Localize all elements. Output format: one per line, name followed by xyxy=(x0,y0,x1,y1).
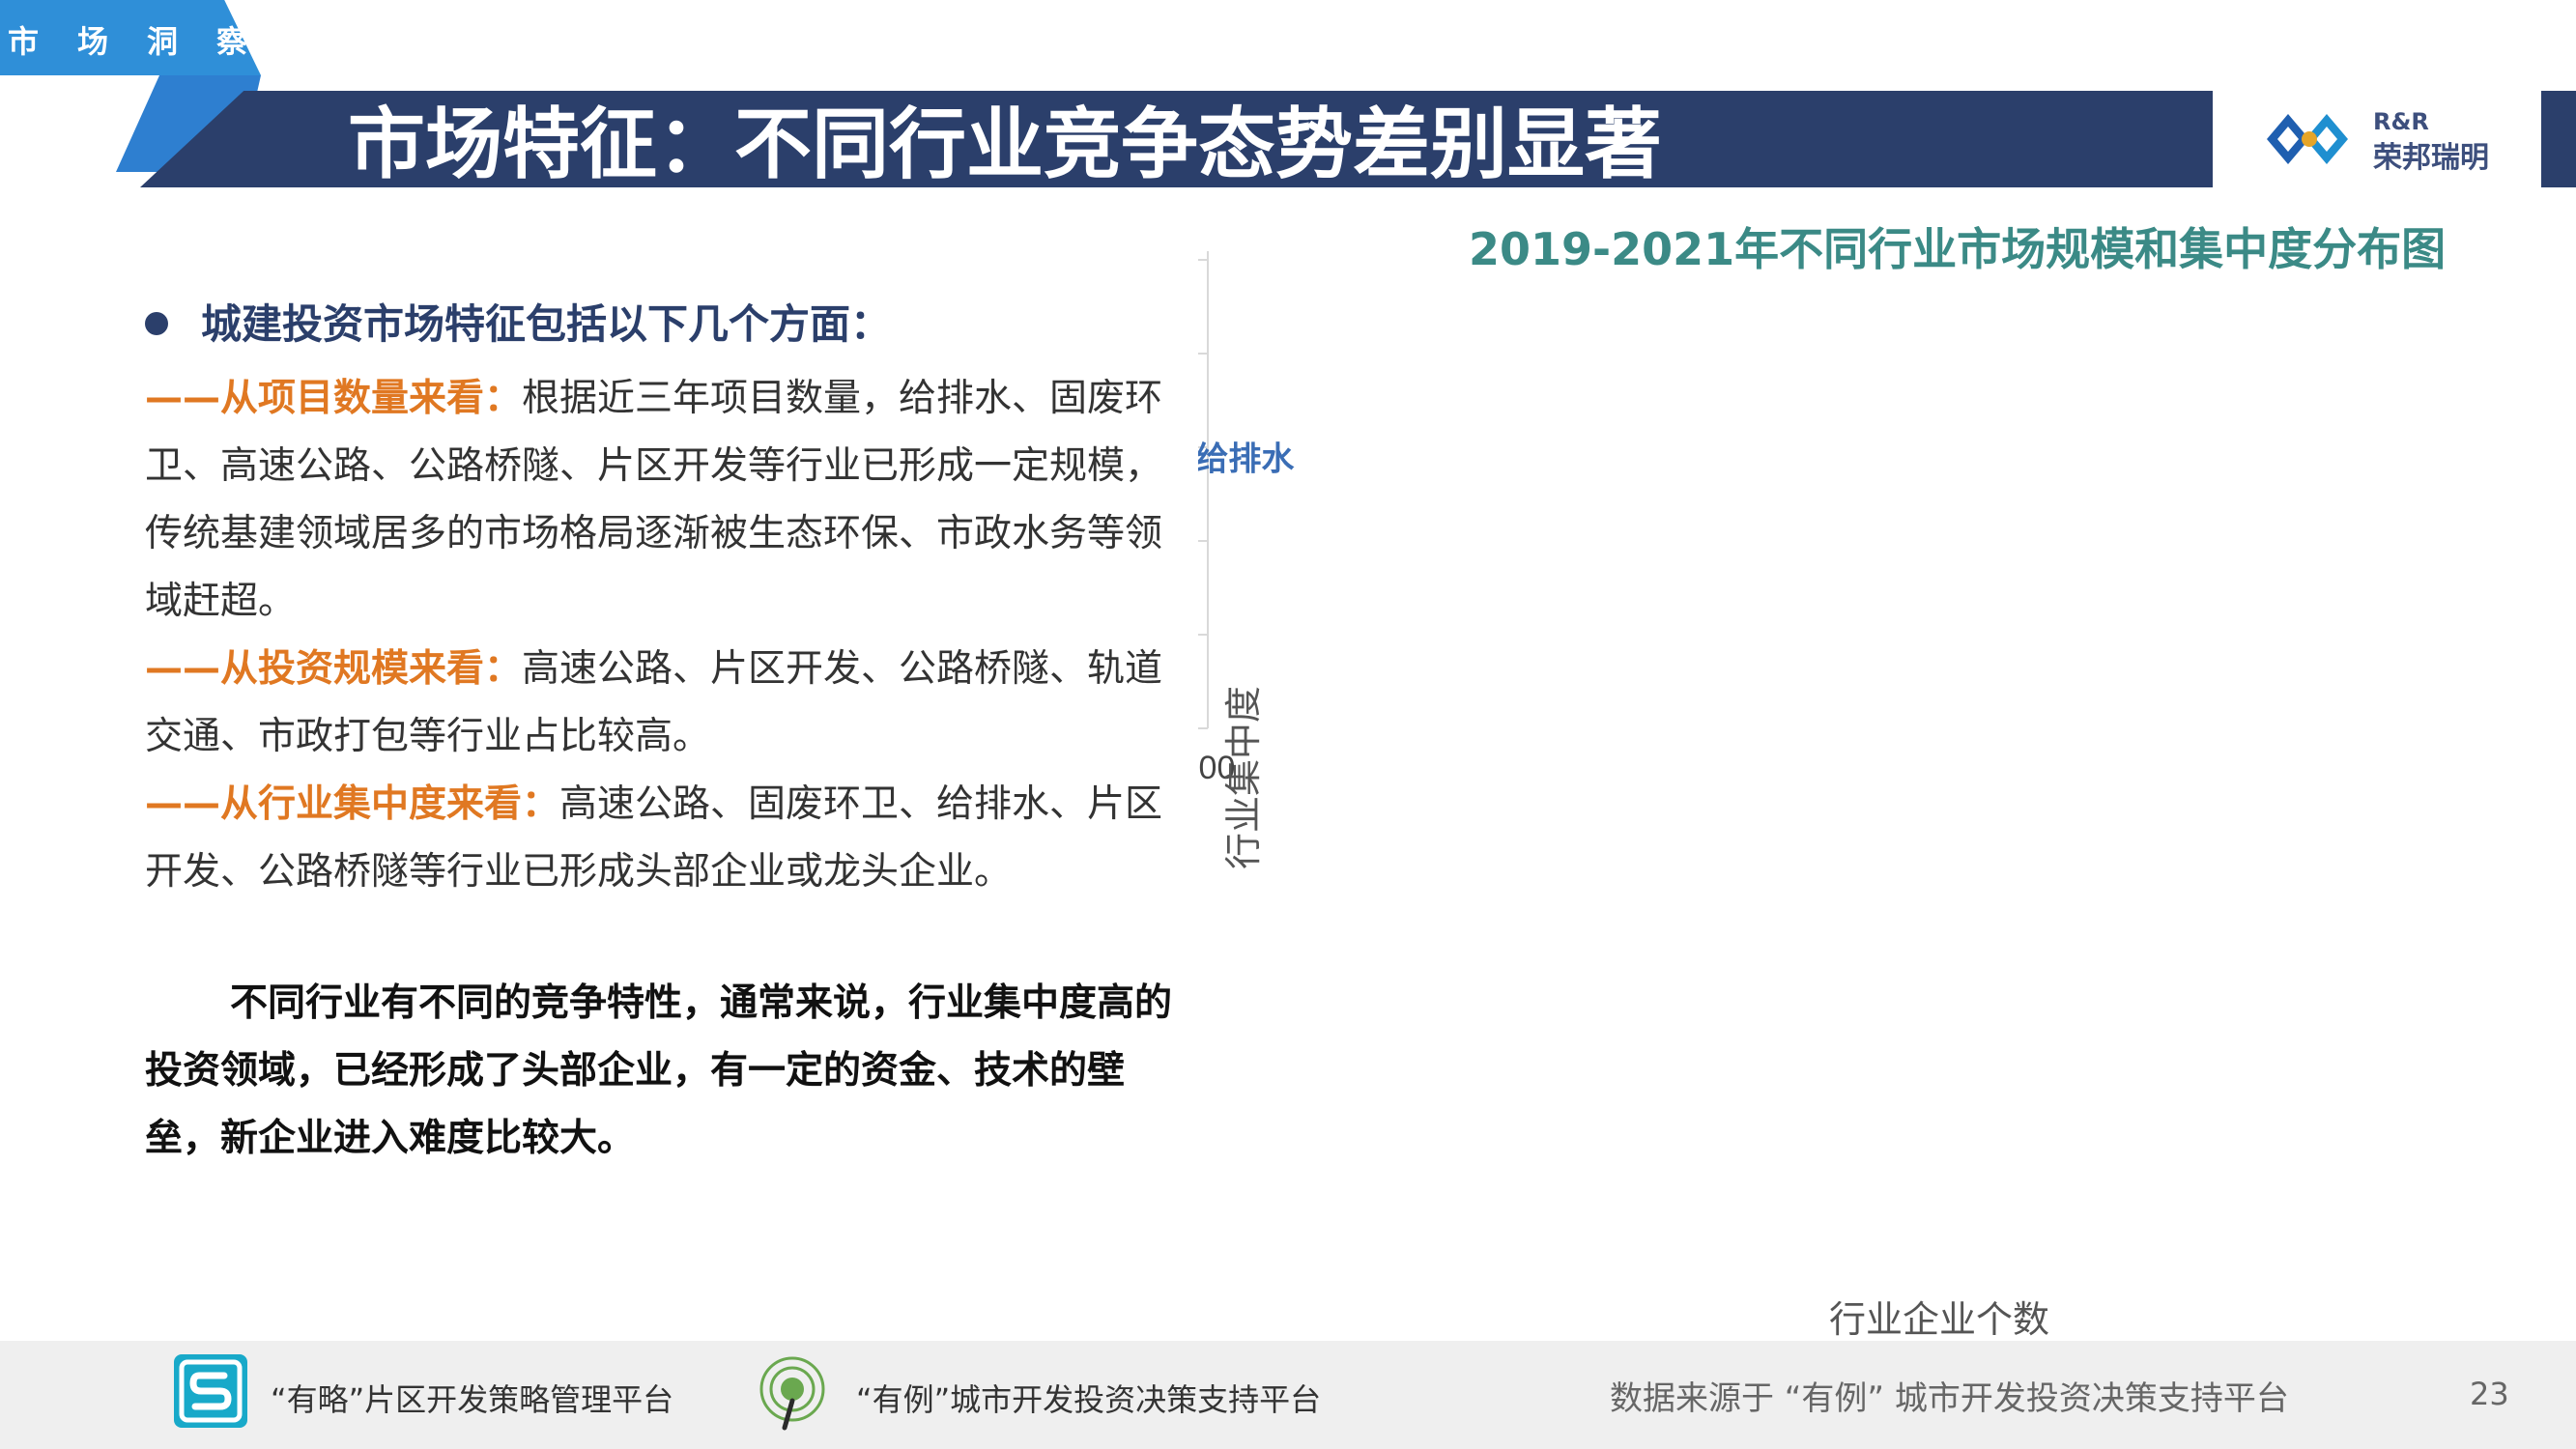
data-source-note: 数据来源于 “有例” 城市开发投资决策支持平台 xyxy=(1610,1379,2289,1418)
title-bar xyxy=(140,91,2213,187)
feature-paragraph: ——从行业集中度来看：高速公路、固废环卫、给排水、片区开发、公路桥隧等行业已形成… xyxy=(145,771,1188,906)
feature-text: 高速公路、片区开发、公路桥隧、轨道交通、市政打包等行业占比较高。 xyxy=(145,647,1163,758)
point-label: 给排水 xyxy=(1198,440,1295,479)
chart-title: 2019-2021年不同行业市场规模和集中度分布图 xyxy=(1469,223,2447,275)
feature-paragraph: ——从项目数量来看：根据近三年项目数量，给排水、固废环卫、高速公路、公路桥隧、片… xyxy=(145,365,1188,636)
feature-text: 根据近三年项目数量，给排水、固废环卫、高速公路、公路桥隧、片区开发等行业已形成一… xyxy=(145,377,1163,623)
x-axis-label: 行业企业个数 xyxy=(1829,1298,2049,1341)
section-label: 市场洞察 xyxy=(8,23,287,60)
x-tick-label: 800 xyxy=(1198,750,1235,786)
page-title: 市场特征：不同行业竞争态势差别显著 xyxy=(348,99,1662,189)
conclusion-text: 不同行业有不同的竞争特性，通常来说，行业集中度高的投资领域，已经形成了头部企业，… xyxy=(145,981,1173,1160)
logo-text-bottom: 荣邦瑞明 xyxy=(2373,141,2489,175)
scatter-chart: 01002003004005006007008000%10%20%30%40%5… xyxy=(1198,251,2049,1341)
youli-platform-icon xyxy=(759,1356,825,1431)
bullet-heading: 城建投资市场特征包括以下几个方面： xyxy=(145,292,891,351)
footer-platform2: “有例”城市开发投资决策支持平台 xyxy=(856,1381,1322,1418)
y-axis-label: 行业集中度 xyxy=(1222,686,1265,869)
page-number: 23 xyxy=(2470,1376,2509,1412)
footer-bar xyxy=(0,1341,2576,1449)
chart-point-labels: 高速公路固废环卫给排水片区开发公路桥隧农林轨道交通水库水源燃气热力市政打包建设福… xyxy=(1198,440,1295,479)
chart-grid xyxy=(1198,251,1209,729)
bullet-heading-text: 城建投资市场特征包括以下几个方面： xyxy=(201,300,892,348)
feature-text: 高速公路、固废环卫、给排水、片区开发、公路桥隧等行业已形成头部企业或龙头企业。 xyxy=(145,782,1163,894)
section-tab xyxy=(0,0,261,75)
company-logo: R&R 荣邦瑞明 xyxy=(2259,100,2501,178)
feature-paragraph: ——从投资规模来看：高速公路、片区开发、公路桥隧、轨道交通、市政打包等行业占比较… xyxy=(145,636,1188,771)
feature-list: ——从项目数量来看：根据近三年项目数量，给排水、固废环卫、高速公路、公路桥隧、片… xyxy=(145,365,1188,906)
feature-lead: ——从项目数量来看： xyxy=(145,377,523,420)
footer-platform1: “有略”片区开发策略管理平台 xyxy=(271,1381,674,1418)
youlue-platform-icon xyxy=(174,1354,247,1428)
logo-mark-icon xyxy=(2267,114,2348,164)
chart-ticks: 01002003004005006007008000%10%20%30%40%5… xyxy=(1198,750,1235,786)
logo-text-top: R&R xyxy=(2373,108,2429,135)
feature-lead: ——从行业集中度来看： xyxy=(145,782,560,826)
title-bar-end xyxy=(2541,91,2576,187)
bullet-dot-icon xyxy=(145,311,168,335)
feature-lead: ——从投资规模来看： xyxy=(145,647,523,691)
